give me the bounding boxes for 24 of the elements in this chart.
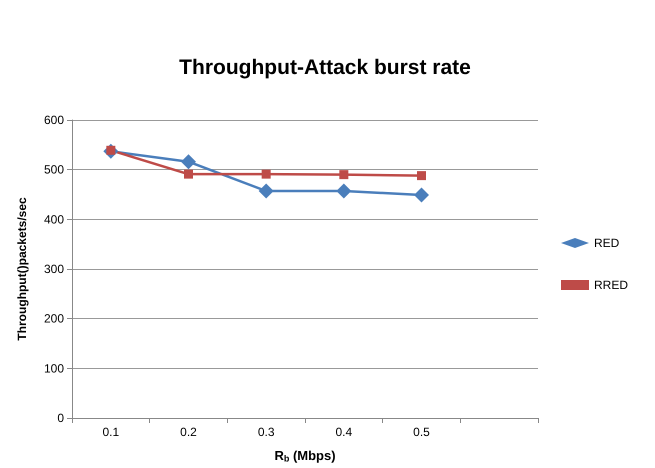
y-tick-label: 600	[44, 113, 64, 127]
point	[184, 170, 193, 179]
legend-label: RED	[594, 236, 620, 250]
point	[258, 184, 274, 199]
point	[336, 184, 352, 199]
y-tick-label: 400	[44, 212, 64, 226]
y-tick-label: 300	[44, 262, 64, 276]
x-tick-label: 0.2	[180, 425, 198, 439]
x-tick-label: 0.5	[413, 425, 430, 439]
point	[417, 171, 426, 180]
legend-label: RRED	[594, 278, 628, 292]
x-tick-label: 0.1	[102, 425, 120, 439]
y-tick-label: 100	[44, 361, 64, 376]
point	[181, 154, 196, 170]
x-tick-label: 0.4	[335, 425, 352, 439]
y-tick-label: 200	[44, 312, 64, 326]
y-tick-label: 0	[57, 411, 64, 425]
y-tick-label: 500	[44, 162, 64, 177]
point	[339, 170, 348, 180]
y-axis-title: Throughput()packets/sec	[15, 197, 29, 341]
chart-title: Throughput-Attack burst rate	[179, 56, 471, 79]
point	[262, 170, 271, 179]
x-tick-label: 0.3	[258, 425, 275, 439]
point	[414, 187, 429, 202]
